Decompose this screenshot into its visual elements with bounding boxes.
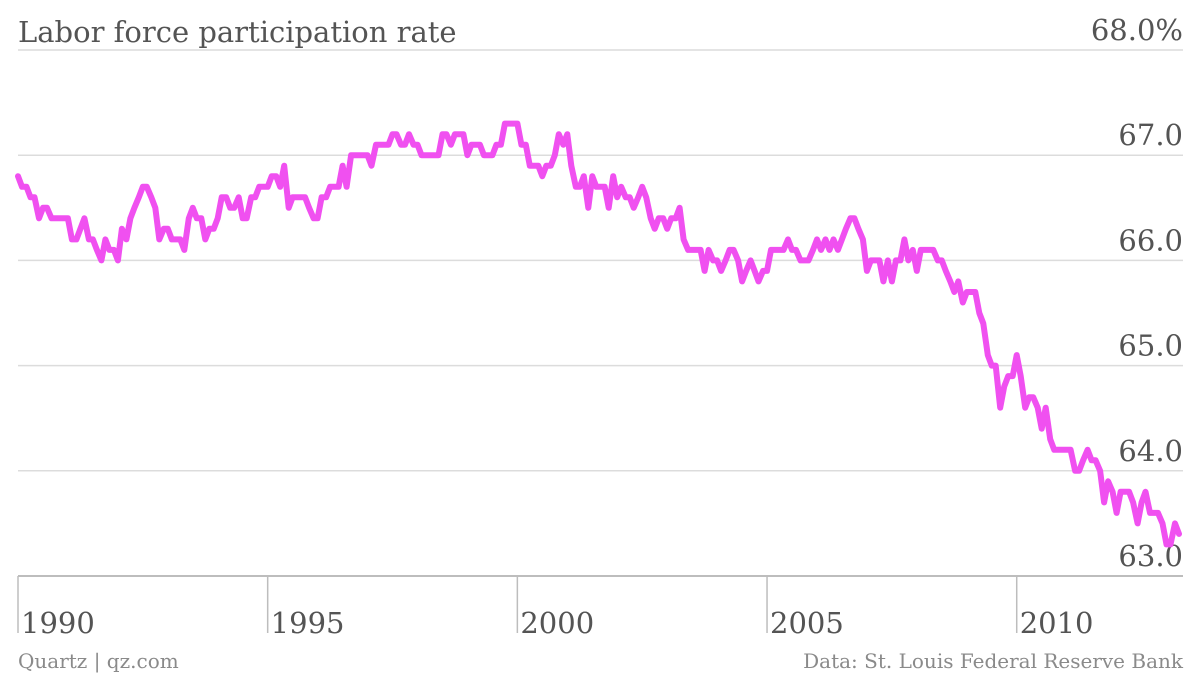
source-credit: Quartz | qz.com bbox=[18, 649, 179, 674]
y-tick-label: 64.0 bbox=[1118, 434, 1183, 468]
grid-lines bbox=[18, 49, 1183, 577]
x-tick-label: 2005 bbox=[770, 606, 844, 640]
y-tick-label: 66.0 bbox=[1118, 223, 1183, 257]
chart-title: Labor force participation rate bbox=[18, 15, 457, 49]
x-tick-label: 2000 bbox=[520, 606, 594, 640]
y-tick-label: 68.0% bbox=[1091, 13, 1183, 47]
x-tick-label: 1990 bbox=[21, 606, 95, 640]
participation-rate-line bbox=[15, 120, 1182, 548]
x-tick-label: 1995 bbox=[271, 606, 345, 640]
y-axis-ticks: 68.0%67.066.065.064.063.0 bbox=[1091, 13, 1183, 573]
x-tick-label: 2010 bbox=[1020, 606, 1094, 640]
y-tick-label: 67.0 bbox=[1118, 118, 1183, 152]
data-source: Data: St. Louis Federal Reserve Bank bbox=[803, 649, 1184, 673]
x-axis-ticks: 1990 1995 2000 2005 2010 bbox=[17, 576, 1094, 640]
y-tick-label: 65.0 bbox=[1118, 329, 1183, 363]
